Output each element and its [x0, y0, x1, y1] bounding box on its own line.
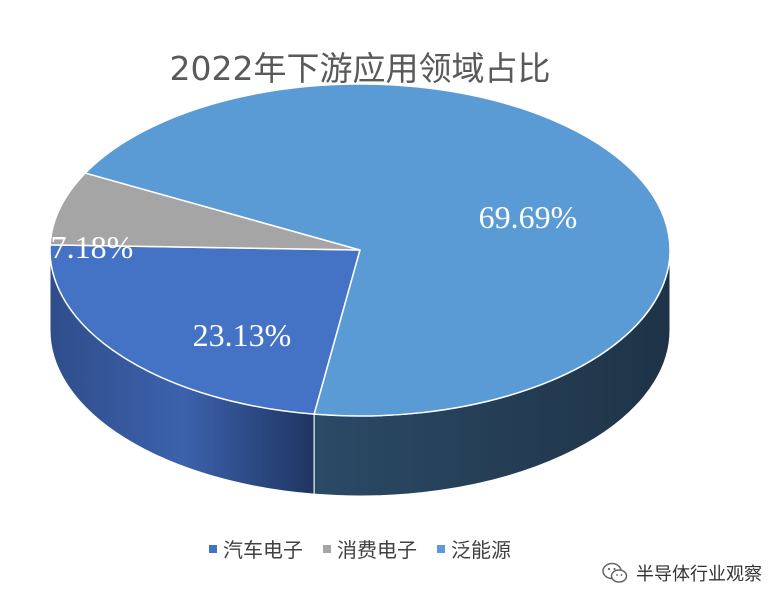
- pie-slice-1: [49, 172, 361, 251]
- legend-swatch: [437, 544, 445, 553]
- legend-item-auto: 汽车电子: [209, 534, 303, 563]
- pie-slice-2: [83, 83, 671, 417]
- data-label-1: 7.18%: [51, 229, 134, 265]
- legend: 汽车电子 消费电子 泛能源: [0, 534, 720, 563]
- data-label-0: 23.13%: [193, 317, 292, 353]
- data-label-2: 69.69%: [479, 199, 578, 235]
- pie-tops: [49, 83, 671, 417]
- watermark: 半导体行业观察: [602, 560, 762, 586]
- pie-slice-0: [49, 244, 361, 415]
- wechat-icon: [602, 562, 628, 583]
- legend-item-energy: 泛能源: [437, 534, 511, 563]
- legend-label: 泛能源: [451, 538, 511, 562]
- legend-item-consumer: 消费电子: [323, 534, 417, 563]
- watermark-text: 半导体行业观察: [636, 564, 762, 585]
- chart-title: 2022年下游应用领域占比: [169, 49, 551, 88]
- legend-swatch: [209, 544, 217, 553]
- pie-labels: 23.13% 7.18% 69.69%: [51, 199, 578, 353]
- legend-label: 消费电子: [337, 538, 417, 562]
- legend-swatch: [323, 544, 331, 553]
- legend-label: 汽车电子: [223, 538, 303, 562]
